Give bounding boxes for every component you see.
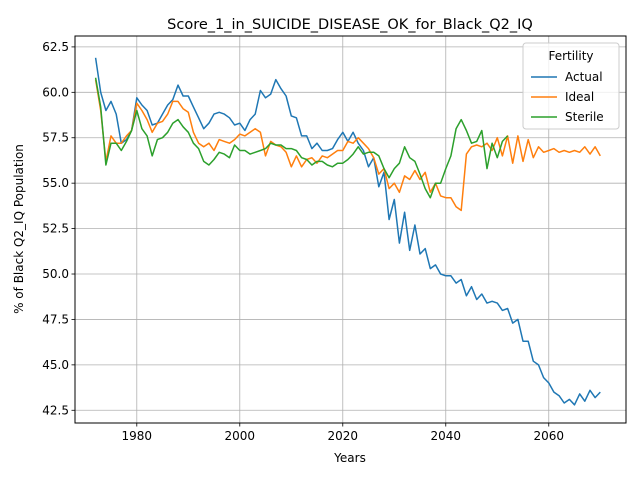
y-tick-label: 57.5 (42, 131, 69, 145)
y-tick-label: 47.5 (42, 312, 69, 326)
y-tick-label: 50.0 (42, 267, 69, 281)
x-tick-label: 2020 (328, 429, 359, 443)
y-tick-label: 45.0 (42, 358, 69, 372)
y-tick-label: 55.0 (42, 176, 69, 190)
y-axis-label: % of Black Q2_IQ Population (12, 144, 26, 314)
plot-frame (74, 35, 627, 424)
legend-entry: Sterile (565, 110, 604, 124)
legend-box (522, 42, 620, 130)
x-tick-label: 2060 (533, 429, 564, 443)
grid-lines (75, 36, 626, 423)
series-line-ideal (94, 79, 601, 212)
x-axis-ticks: 1980 2000 2020 2040 2060 (122, 423, 564, 443)
legend-entry: Ideal (565, 90, 594, 104)
x-tick-label: 2040 (430, 429, 461, 443)
x-tick-label: 1980 (122, 429, 153, 443)
x-tick-label: 2000 (225, 429, 256, 443)
y-axis-ticks: 42.5 45.0 47.5 50.0 52.5 55.0 57.5 60.0 62.5 (42, 40, 75, 417)
legend: Fertility Actual Ideal Sterile (522, 42, 620, 130)
series-lines (94, 57, 601, 406)
y-tick-label: 42.5 (42, 403, 69, 417)
y-tick-label: 52.5 (42, 222, 69, 236)
y-tick-label: 60.0 (42, 85, 69, 99)
y-tick-label: 62.5 (42, 40, 69, 54)
chart-title: Score_1_in_SUICIDE_DISEASE_OK_for_Black_… (167, 17, 533, 33)
x-axis-label: Years (333, 451, 366, 465)
legend-title: Fertility (548, 49, 593, 63)
series-line-sterile (94, 77, 509, 199)
legend-entry: Actual (565, 70, 603, 84)
